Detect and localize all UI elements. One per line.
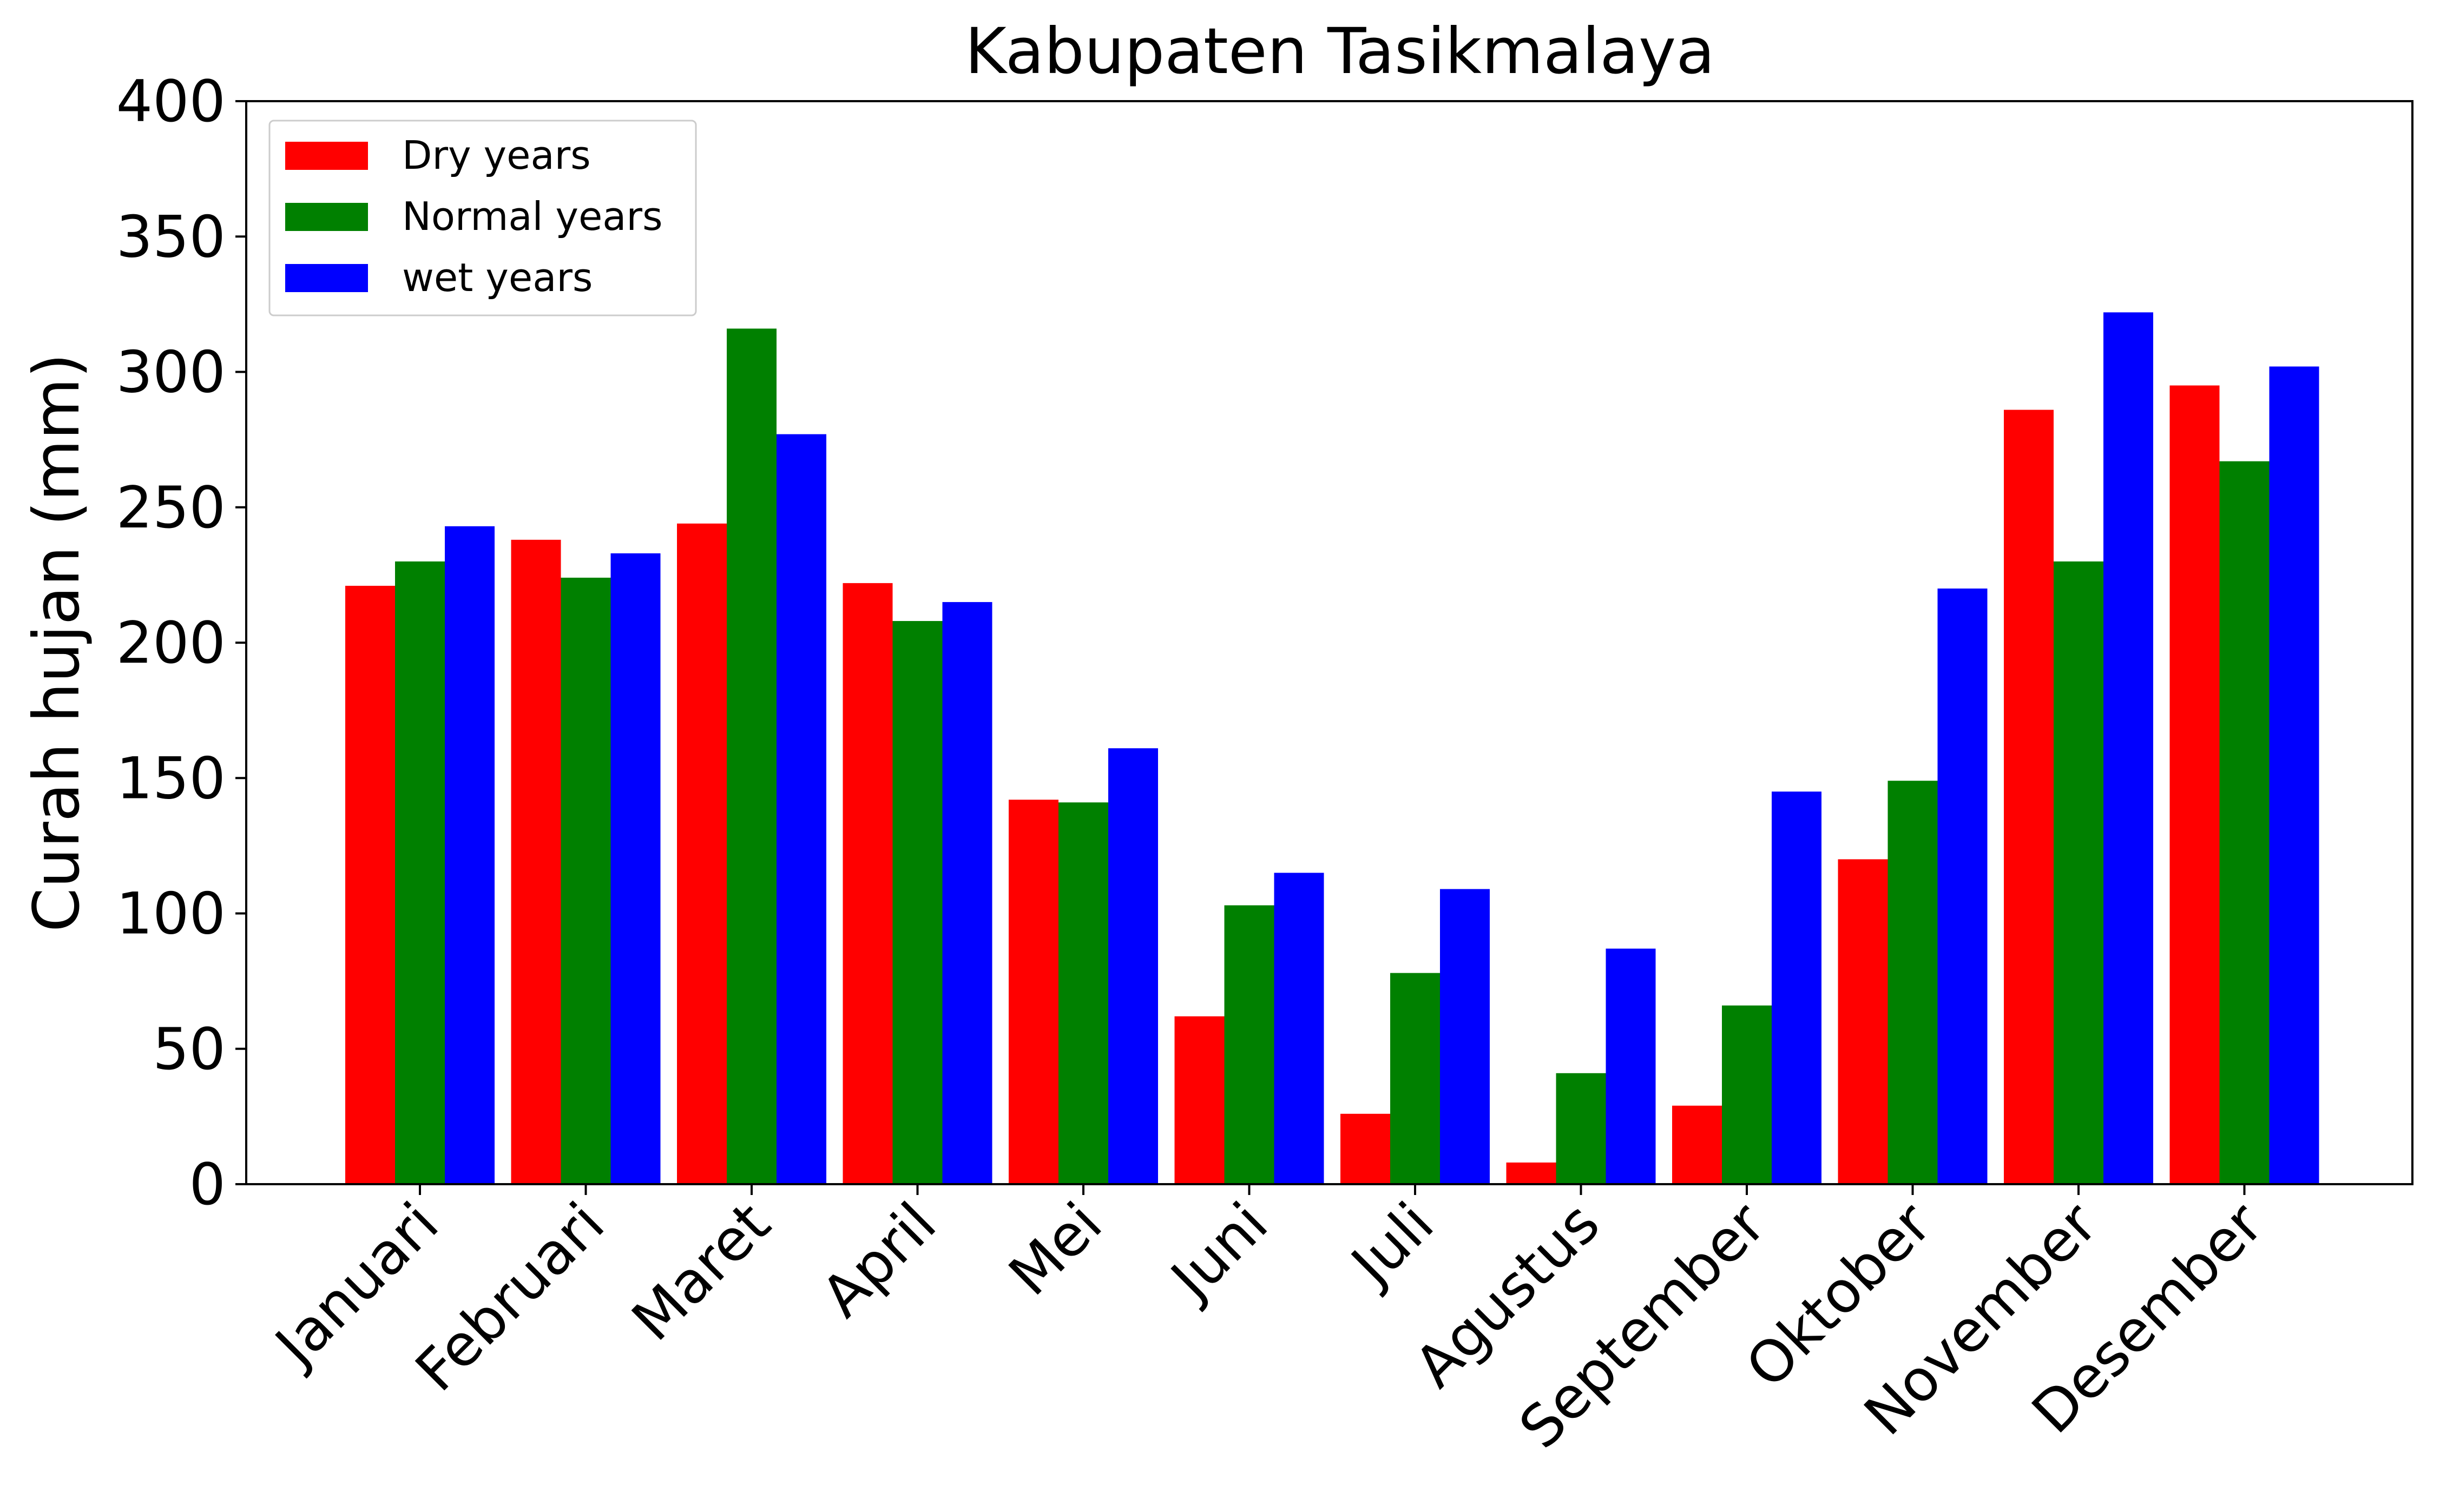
x-tick-label-juni: Juni <box>1156 1190 1280 1314</box>
bar-wet-years-september <box>1772 791 1821 1184</box>
y-tick-label: 0 <box>189 1151 226 1218</box>
y-tick-label: 150 <box>116 745 226 811</box>
bar-dry-years-januari <box>345 585 395 1184</box>
bar-wet-years-juni <box>1274 873 1324 1184</box>
bars-layer <box>345 312 2319 1185</box>
bar-dry-years-desember <box>2169 385 2220 1184</box>
bar-wet-years-februari <box>610 553 661 1185</box>
y-tick-label: 300 <box>116 339 226 406</box>
bar-dry-years-oktober <box>1838 859 1888 1184</box>
bar-normal-years-juli <box>1390 973 1440 1184</box>
bar-normal-years-november <box>2054 561 2103 1184</box>
y-tick-label: 400 <box>116 68 226 135</box>
legend-swatch-normal-years <box>285 203 368 231</box>
y-tick-label: 100 <box>116 881 226 947</box>
bar-normal-years-agustus <box>1556 1073 1606 1184</box>
y-tick-label: 250 <box>116 474 226 541</box>
bar-dry-years-maret <box>677 523 727 1184</box>
bar-normal-years-juni <box>1224 905 1274 1184</box>
bar-dry-years-september <box>1672 1105 1722 1184</box>
legend-label: wet years <box>402 255 593 300</box>
bar-dry-years-juni <box>1174 1016 1225 1184</box>
bar-dry-years-mei <box>1009 800 1058 1184</box>
bar-wet-years-april <box>942 602 992 1184</box>
legend-swatch-wet-years <box>285 264 368 292</box>
bar-wet-years-desember <box>2269 366 2319 1184</box>
bar-wet-years-juli <box>1440 889 1490 1184</box>
bar-dry-years-april <box>843 583 893 1184</box>
bar-normal-years-september <box>1722 1005 1772 1184</box>
x-tick-label-mei: Mei <box>996 1190 1115 1309</box>
plot-frame <box>245 100 2413 1185</box>
legend-label: Dry years <box>402 133 591 178</box>
y-tick-label: 350 <box>116 203 226 270</box>
y-tick-label: 200 <box>116 610 226 676</box>
legend-label: Normal years <box>402 194 663 239</box>
legend: Dry years Normal years wet years <box>268 120 697 316</box>
bar-dry-years-november <box>2004 410 2054 1184</box>
bar-dry-years-februari <box>511 539 561 1184</box>
x-tick-label-maret: Maret <box>619 1190 782 1353</box>
legend-items: Dry years Normal years wet years <box>285 133 663 300</box>
y-tick-label: 50 <box>153 1016 226 1082</box>
bar-normal-years-oktober <box>1887 781 1938 1184</box>
bar-wet-years-november <box>2103 312 2153 1184</box>
bar-normal-years-januari <box>395 561 445 1184</box>
bar-normal-years-april <box>892 620 943 1184</box>
bar-wet-years-agustus <box>1606 948 1656 1184</box>
legend-swatch-dry-years <box>285 142 368 170</box>
bar-wet-years-januari <box>445 526 495 1185</box>
bar-wet-years-mei <box>1108 748 1158 1184</box>
bar-wet-years-maret <box>777 434 826 1184</box>
legend-frame <box>268 120 697 316</box>
bar-normal-years-maret <box>727 328 777 1185</box>
bar-normal-years-mei <box>1058 802 1108 1184</box>
x-tick-label-juli: Juli <box>1337 1190 1446 1299</box>
y-axis-ticks: 0 50 100 150 200 250 300 350 400 <box>116 68 246 1218</box>
chart-title: Kabupaten Tasikmalaya <box>965 14 1715 88</box>
y-axis-label: Curah hujan (mm) <box>19 353 94 932</box>
bar-dry-years-juli <box>1340 1113 1390 1184</box>
x-tick-label-april: April <box>809 1190 949 1330</box>
bar-dry-years-agustus <box>1506 1162 1556 1184</box>
bar-normal-years-desember <box>2219 461 2270 1184</box>
bar-normal-years-februari <box>561 577 611 1184</box>
bar-wet-years-oktober <box>1937 588 1988 1184</box>
